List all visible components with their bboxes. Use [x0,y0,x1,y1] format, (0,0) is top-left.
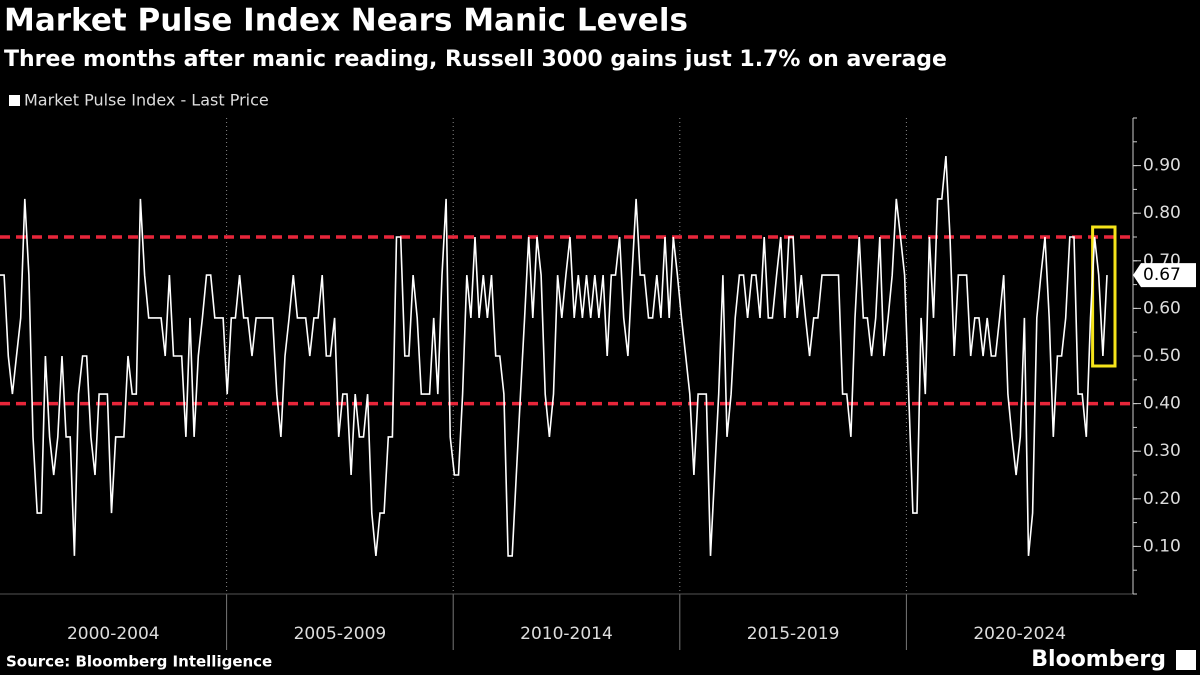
legend-label: Market Pulse Index - Last Price [24,91,269,110]
chart-subtitle: Three months after manic reading, Russel… [4,47,947,72]
y-tick-label: 0.50 [1143,346,1181,366]
legend-swatch [9,95,20,106]
y-tick-label: 0.20 [1143,489,1181,509]
last-value-tag [1133,263,1196,288]
x-tick-label: 2010-2014 [520,624,613,644]
x-tick-label: 2000-2004 [67,624,160,644]
y-tick-label: 0.90 [1143,156,1181,176]
last-value-label: 0.67 [1143,265,1181,285]
y-tick-label: 0.30 [1143,441,1181,461]
chart-title: Market Pulse Index Nears Manic Levels [4,3,688,39]
brand: Bloomberg [1031,647,1166,672]
x-tick-label: 2015-2019 [747,624,840,644]
x-tick-label: 2020-2024 [973,624,1066,644]
brand-icon [1176,650,1196,670]
y-tick-label: 0.80 [1143,203,1181,223]
y-tick-label: 0.10 [1143,536,1181,556]
x-tick-label: 2005-2009 [294,624,387,644]
series-line [0,156,1108,557]
source: Source: Bloomberg Intelligence [6,653,272,671]
y-tick-label: 0.60 [1143,298,1181,318]
y-tick-label: 0.40 [1143,394,1181,414]
highlight-box [1091,225,1117,368]
